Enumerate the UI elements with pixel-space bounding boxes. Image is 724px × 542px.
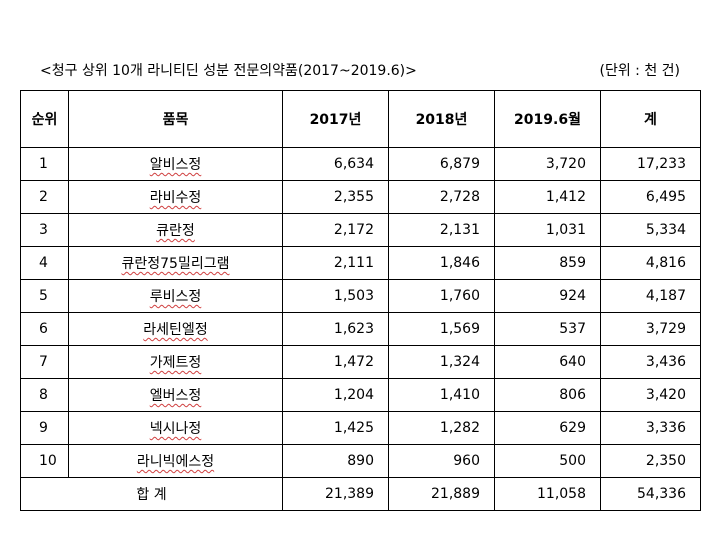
table-row: 8 엘버스정 1,204 1,410 806 3,420 — [20, 378, 701, 412]
drug-name: 라세틴엘정 — [143, 322, 208, 338]
column-header: 계 — [600, 90, 701, 148]
cell: 1,282 — [388, 411, 495, 445]
cell: 루비스정 — [68, 279, 283, 313]
table-row: 10 라니빅에스정 890 960 500 2,350 — [20, 444, 701, 478]
cell: 2,172 — [282, 213, 389, 247]
cell: 1,324 — [388, 345, 495, 379]
drug-name: 라니빅에스정 — [136, 454, 215, 470]
cell: 1,410 — [388, 378, 495, 412]
drug-name: 루비스정 — [149, 289, 202, 305]
cell: 5 — [20, 279, 69, 313]
unit-note: (단위 : 천 건) — [599, 63, 680, 79]
total-cell: 11,058 — [494, 477, 601, 511]
table-row: 3 큐란정 2,172 2,131 1,031 5,334 — [20, 213, 701, 247]
cell: 806 — [494, 378, 601, 412]
cell: 2,355 — [282, 180, 389, 214]
total-row: 합 계 21,389 21,889 11,058 54,336 — [20, 477, 701, 511]
column-header: 2019.6월 — [494, 90, 601, 148]
cell: 가제트정 — [68, 345, 283, 379]
table-body: 1 알비스정 6,634 6,879 3,720 17,233 2 라비수정 2,355 2,72… — [20, 147, 701, 511]
total-cell: 합 계 — [20, 477, 283, 511]
total-cell: 21,389 — [282, 477, 389, 511]
cell: 1,760 — [388, 279, 495, 313]
drug-name: 라비수정 — [149, 190, 202, 206]
data-table: 순위 품목 2017년 2018년 2019.6월 계 1 알비스정 6,634 6,879 3,… — [20, 90, 701, 511]
cell: 629 — [494, 411, 601, 445]
cell: 큐란정 — [68, 213, 283, 247]
cell: 6,634 — [282, 147, 389, 181]
table-row: 5 루비스정 1,503 1,760 924 4,187 — [20, 279, 701, 313]
cell: 17,233 — [600, 147, 701, 181]
cell: 537 — [494, 312, 601, 346]
cell: 10 — [20, 444, 69, 478]
cell: 3,420 — [600, 378, 701, 412]
column-header: 2018년 — [388, 90, 495, 148]
total-cell: 21,889 — [388, 477, 495, 511]
cell: 알비스정 — [68, 147, 283, 181]
cell: 7 — [20, 345, 69, 379]
cell: 3,720 — [494, 147, 601, 181]
cell: 6 — [20, 312, 69, 346]
cell: 3,336 — [600, 411, 701, 445]
drug-name: 알비스정 — [149, 157, 202, 173]
cell: 1,204 — [282, 378, 389, 412]
cell: 1,412 — [494, 180, 601, 214]
cell: 라세틴엘정 — [68, 312, 283, 346]
cell: 4 — [20, 246, 69, 280]
cell: 3 — [20, 213, 69, 247]
table-row: 2 라비수정 2,355 2,728 1,412 6,495 — [20, 180, 701, 214]
header-row: 순위 품목 2017년 2018년 2019.6월 계 — [20, 90, 701, 148]
cell: 500 — [494, 444, 601, 478]
table-row: 7 가제트정 1,472 1,324 640 3,436 — [20, 345, 701, 379]
table-row: 4 큐란정75밀리그램 2,111 1,846 859 4,816 — [20, 246, 701, 280]
cell: 1,031 — [494, 213, 601, 247]
cell: 960 — [388, 444, 495, 478]
table-title: <청구 상위 10개 라니티딘 성분 전문의약품(2017~2019.6)> — [40, 63, 417, 79]
total-cell: 54,336 — [600, 477, 701, 511]
cell: 엘버스정 — [68, 378, 283, 412]
drug-name: 엘버스정 — [149, 388, 202, 404]
cell: 4,187 — [600, 279, 701, 313]
cell: 9 — [20, 411, 69, 445]
table-row: 9 넥시나정 1,425 1,282 629 3,336 — [20, 411, 701, 445]
cell: 2 — [20, 180, 69, 214]
cell: 1,425 — [282, 411, 389, 445]
cell: 6,879 — [388, 147, 495, 181]
cell: 640 — [494, 345, 601, 379]
drug-name: 가제트정 — [149, 355, 202, 371]
cell: 924 — [494, 279, 601, 313]
cell: 859 — [494, 246, 601, 280]
cell: 3,436 — [600, 345, 701, 379]
cell: 4,816 — [600, 246, 701, 280]
cell: 6,495 — [600, 180, 701, 214]
drug-name: 넥시나정 — [149, 421, 202, 437]
column-header: 품목 — [68, 90, 283, 148]
drug-name: 큐란정 — [156, 223, 195, 239]
drug-name: 큐란정75밀리그램 — [121, 256, 230, 272]
cell: 890 — [282, 444, 389, 478]
cell: 2,111 — [282, 246, 389, 280]
cell: 8 — [20, 378, 69, 412]
cell: 2,131 — [388, 213, 495, 247]
cell: 큐란정75밀리그램 — [68, 246, 283, 280]
cell: 넥시나정 — [68, 411, 283, 445]
cell: 2,350 — [600, 444, 701, 478]
cell: 1,472 — [282, 345, 389, 379]
cell: 라비수정 — [68, 180, 283, 214]
cell: 2,728 — [388, 180, 495, 214]
cell: 1 — [20, 147, 69, 181]
table-row: 6 라세틴엘정 1,623 1,569 537 3,729 — [20, 312, 701, 346]
cell: 1,569 — [388, 312, 495, 346]
cell: 1,623 — [282, 312, 389, 346]
cell: 3,729 — [600, 312, 701, 346]
cell: 1,503 — [282, 279, 389, 313]
table-row: 1 알비스정 6,634 6,879 3,720 17,233 — [20, 147, 701, 181]
column-header: 순위 — [20, 90, 69, 148]
cell: 5,334 — [600, 213, 701, 247]
column-header: 2017년 — [282, 90, 389, 148]
cell: 1,846 — [388, 246, 495, 280]
cell: 라니빅에스정 — [68, 444, 283, 478]
